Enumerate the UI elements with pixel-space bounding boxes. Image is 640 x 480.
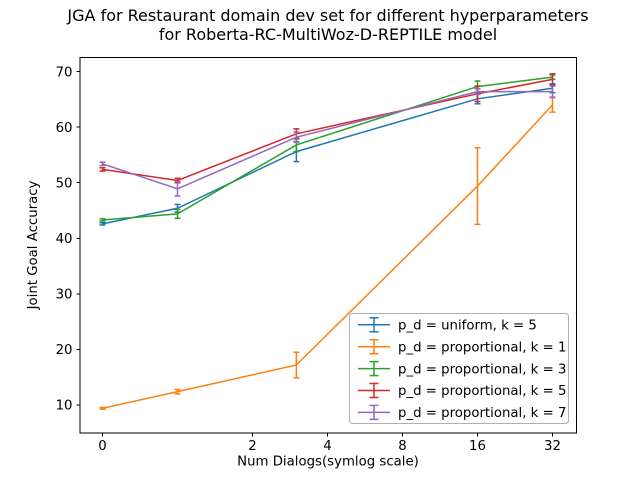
legend-box [349, 313, 569, 424]
y-axis-ticks: 10 20 30 40 50 60 70 [56, 65, 80, 414]
legend-label: p_d = proportional, k = 7 [398, 406, 566, 421]
y-tick-label: 30 [56, 288, 73, 303]
legend-entry-2 [358, 360, 390, 377]
series-lines [99, 73, 556, 410]
y-tick-label: 50 [56, 176, 73, 191]
x-tick-label: 32 [544, 439, 561, 454]
axes-frame [79, 57, 577, 434]
legend-entry-3 [358, 382, 390, 399]
legend-label: p_d = uniform, k = 5 [398, 319, 537, 334]
x-tick-label: 16 [469, 439, 486, 454]
x-axis-ticks: 0 2 4 8 16 32 [98, 433, 561, 454]
legend: p_d = uniform, k = 5 p_d = proportional, … [349, 313, 569, 424]
x-tick-label: 4 [323, 439, 331, 454]
y-tick-label: 20 [56, 343, 73, 358]
legend-entry-0 [358, 317, 390, 333]
x-axis-label: Num Dialogs(symlog scale) [237, 455, 419, 470]
y-tick-label: 40 [56, 232, 73, 247]
series-0 [99, 83, 556, 226]
x-tick-label: 8 [398, 439, 406, 454]
y-tick-label: 60 [56, 121, 73, 136]
series-3 [99, 73, 556, 184]
y-tick-label: 70 [56, 65, 73, 80]
chart-title-line1: JGA for Restaurant domain dev set for di… [66, 6, 588, 25]
series-line [102, 87, 553, 225]
series-line [102, 90, 553, 190]
y-tick-label: 10 [56, 399, 73, 414]
legend-entry-4 [358, 404, 390, 421]
y-axis-label: Joint Goal Accuracy [26, 180, 41, 310]
legend-label: p_d = proportional, k = 3 [398, 362, 566, 377]
legend-entry-1 [358, 338, 390, 355]
legend-label: p_d = proportional, k = 1 [398, 340, 566, 355]
x-tick-label: 2 [248, 439, 256, 454]
chart-title-line2: for Roberta-RC-MultiWoz-D-REPTILE model [159, 25, 497, 44]
series-line [102, 76, 553, 221]
x-tick-label: 0 [98, 439, 106, 454]
series-4 [99, 85, 556, 197]
legend-label: p_d = proportional, k = 5 [398, 384, 566, 399]
